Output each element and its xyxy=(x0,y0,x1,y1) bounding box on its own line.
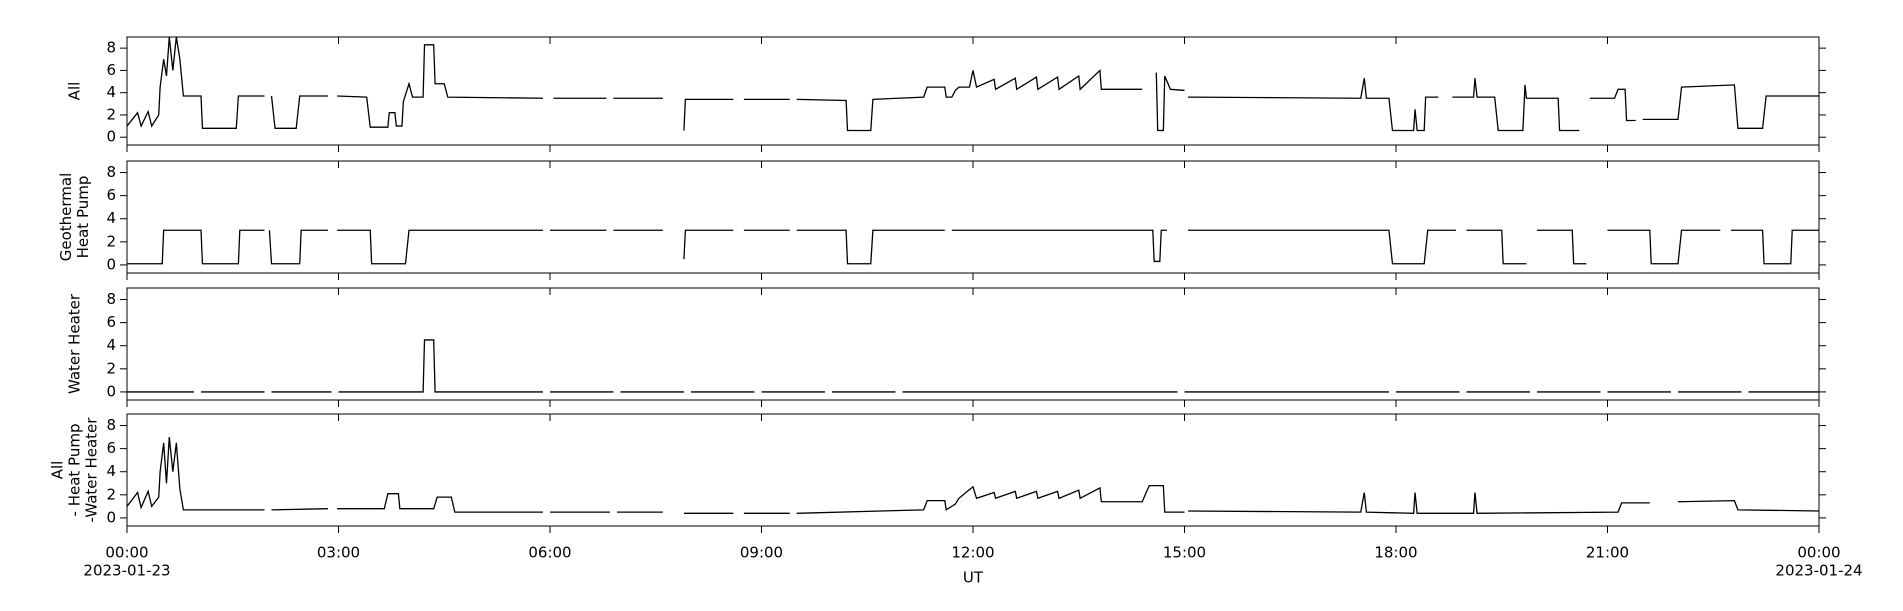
y-axis-label: Heat Pump xyxy=(74,176,92,259)
y-axis-label: All xyxy=(66,82,84,101)
data-line xyxy=(126,437,1820,514)
y-tick-label: 8 xyxy=(106,163,116,181)
y-tick-label: 4 xyxy=(106,462,116,480)
data-line xyxy=(126,36,1819,132)
x-tick-label: 00:00 xyxy=(1797,544,1840,562)
y-tick-label: 2 xyxy=(106,485,116,503)
y-tick-label: 0 xyxy=(106,508,116,526)
y-axis-label: - Heat Pump xyxy=(66,424,84,517)
y-tick-label: 2 xyxy=(106,105,116,123)
x-tick-label: 18:00 xyxy=(1374,544,1417,562)
y-axis-label: Geothermal xyxy=(57,173,75,262)
y-tick-label: 2 xyxy=(106,359,116,377)
y-axis-label: -Water Heater xyxy=(83,417,101,523)
y-tick-label: 6 xyxy=(106,186,116,204)
y-tick-label: 8 xyxy=(106,416,116,434)
x-tick-label: 00:00 xyxy=(105,544,148,562)
plot-frame xyxy=(126,36,1820,146)
y-tick-label: 6 xyxy=(106,61,116,79)
plot-frame xyxy=(126,287,1820,401)
y-tick-label: 8 xyxy=(106,290,116,308)
x-tick-label: 12:00 xyxy=(951,544,994,562)
x-tick-label: 06:00 xyxy=(528,544,571,562)
y-tick-label: 4 xyxy=(106,336,116,354)
y-tick-label: 4 xyxy=(106,209,116,227)
y-tick-label: 8 xyxy=(106,39,116,57)
x-date-label: 2023-01-23 xyxy=(83,562,170,580)
data-line xyxy=(127,229,1819,265)
x-axis-label: UT xyxy=(963,569,984,587)
y-tick-label: 0 xyxy=(106,255,116,273)
x-tick-label: 03:00 xyxy=(317,544,360,562)
plot-frame xyxy=(126,160,1820,274)
y-tick-label: 2 xyxy=(106,232,116,250)
data-line xyxy=(127,339,1819,393)
x-tick-label: 15:00 xyxy=(1163,544,1206,562)
y-axis-label: Water Heater xyxy=(66,293,84,394)
y-axis-label: All xyxy=(49,461,67,480)
y-tick-label: 6 xyxy=(106,313,116,331)
y-tick-label: 0 xyxy=(106,382,116,400)
y-tick-label: 4 xyxy=(106,83,116,101)
x-date-label: 2023-01-24 xyxy=(1775,562,1862,580)
x-tick-label: 21:00 xyxy=(1586,544,1629,562)
x-tick-label: 09:00 xyxy=(740,544,783,562)
y-tick-label: 0 xyxy=(106,128,116,146)
y-tick-label: 6 xyxy=(106,439,116,457)
